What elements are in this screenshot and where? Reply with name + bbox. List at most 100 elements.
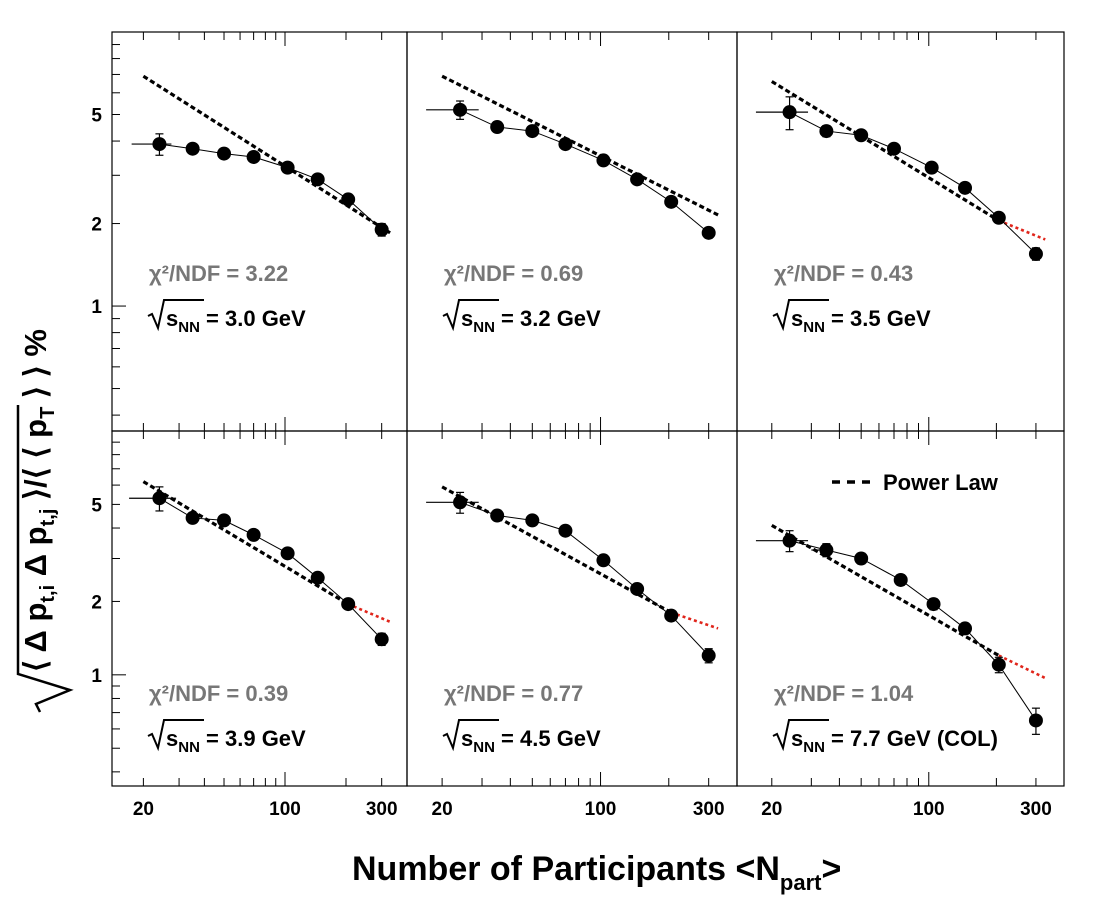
energy-sub: NN (803, 739, 825, 756)
y-tick-label: 2 (91, 592, 102, 613)
data-point (630, 172, 645, 187)
data-point (185, 141, 200, 156)
data-point (152, 137, 167, 152)
power-law-extension (998, 219, 1046, 241)
chi2-label: χ²/NDF = 0.39 (149, 681, 288, 706)
y-tick-label: 5 (91, 495, 102, 516)
data-point (310, 172, 325, 187)
data-point (152, 491, 167, 506)
power-law-line (770, 80, 1000, 222)
data-point (991, 210, 1006, 225)
x-tick-label: 300 (366, 799, 398, 820)
panel-6: χ²/NDF = 1.04 sNN = 7.7 GeV (COL) 20 100 300 (736, 430, 1065, 820)
data-point (453, 495, 468, 510)
power-law-line (142, 480, 349, 606)
x-axis-title: Number of Participants <Npart> (352, 850, 841, 895)
x-tick-label: 20 (133, 799, 154, 820)
data-point (217, 513, 232, 528)
data-point (374, 632, 389, 647)
power-law-extension (347, 602, 391, 623)
data-point (185, 510, 200, 525)
data-point (525, 124, 540, 139)
y-tick-label: 1 (91, 297, 102, 318)
data-point (596, 153, 611, 168)
sqrt-symbol (772, 299, 829, 332)
data-point (854, 551, 869, 566)
x-tick-label: 20 (761, 799, 782, 820)
data-point (893, 572, 908, 587)
data-point (701, 225, 716, 240)
power-law-line (142, 74, 391, 235)
energy-sub: NN (473, 319, 495, 336)
sqrt-symbol (442, 719, 499, 752)
x-tick-label: 300 (693, 799, 725, 820)
data-point (991, 657, 1006, 672)
y-title-sub: t,j (37, 509, 59, 527)
energy-value: = 7.7 GeV (COL) (825, 726, 998, 751)
legend: Power Law (832, 470, 999, 495)
energy-value: = 3.5 GeV (825, 306, 931, 331)
power-law-extension (670, 611, 719, 630)
energy-value: = 3.0 GeV (200, 306, 306, 331)
energy-label: sNN = 4.5 GeV (461, 726, 601, 756)
data-point (280, 160, 295, 175)
energy-value: = 3.9 GeV (200, 726, 306, 751)
energy-sub: NN (178, 319, 200, 336)
panel-frame (736, 430, 1065, 787)
data-point (1028, 713, 1043, 728)
energy-sub: NN (178, 739, 200, 756)
data-point (782, 533, 797, 548)
x-tick-label: 100 (913, 799, 945, 820)
x-tick-label: 100 (269, 799, 301, 820)
y-tick-label: 5 (91, 105, 102, 126)
data-point (246, 149, 261, 164)
panel-5: χ²/NDF = 0.77 sNN = 4.5 GeV 20 100 300 (406, 430, 738, 820)
data-point (819, 124, 834, 139)
panel-frame (406, 31, 738, 432)
energy-label: sNN = 3.0 GeV (166, 306, 306, 336)
panel-frame (111, 31, 408, 432)
data-point (926, 597, 941, 612)
data-point (525, 513, 540, 528)
svg-text:⟨ Δ pt,i Δ pt,j ⟩/⟨ ⟨ pT ⟩ ⟩ %: ⟨ Δ pt,i Δ pt,j ⟩/⟨ ⟨ pT ⟩ ⟩ % (18, 329, 59, 672)
data-point (453, 102, 468, 117)
y-title-part: ⟩ ⟩ % (18, 329, 53, 407)
data-connector (159, 143, 383, 231)
power-law-line (441, 74, 719, 217)
energy-sub: NN (473, 739, 495, 756)
x-tick-label: 20 (432, 799, 453, 820)
data-point (1028, 246, 1043, 261)
data-point (924, 160, 939, 175)
y-axis-title: ⟨ Δ pt,i Δ pt,j ⟩/⟨ ⟨ pT ⟩ ⟩ % (16, 329, 74, 713)
chi2-label: χ²/NDF = 0.77 (444, 681, 583, 706)
y-title-part: ⟨ Δ p (18, 603, 53, 672)
panel-1: χ²/NDF = 3.22 sNN = 3.0 GeV 1 2 5 (91, 31, 408, 432)
data-point (958, 180, 973, 195)
data-point (558, 137, 573, 152)
data-point (664, 608, 679, 623)
y-tick-label: 2 (91, 215, 102, 236)
data-point (664, 194, 679, 209)
data-point (782, 105, 797, 120)
energy-s: s (166, 726, 178, 751)
panel-2: χ²/NDF = 0.69 sNN = 3.2 GeV (406, 31, 738, 432)
data-point (630, 581, 645, 596)
energy-label: sNN = 7.7 GeV (COL) (791, 726, 998, 756)
energy-label: sNN = 3.2 GeV (461, 306, 601, 336)
energy-label: sNN = 3.9 GeV (166, 726, 306, 756)
energy-value: = 4.5 GeV (495, 726, 601, 751)
data-point (819, 543, 834, 558)
energy-s: s (791, 306, 803, 331)
sqrt-symbol (147, 299, 204, 332)
y-title-part: ⟩/⟨ ⟨ p (18, 419, 53, 509)
energy-s: s (166, 306, 178, 331)
sqrt-radical (16, 405, 74, 713)
x-axis-title-end: > (821, 850, 841, 888)
y-tick-label: 1 (91, 666, 102, 687)
energy-s: s (461, 306, 473, 331)
data-point (341, 192, 356, 207)
data-point (490, 120, 505, 135)
data-point (490, 508, 505, 523)
